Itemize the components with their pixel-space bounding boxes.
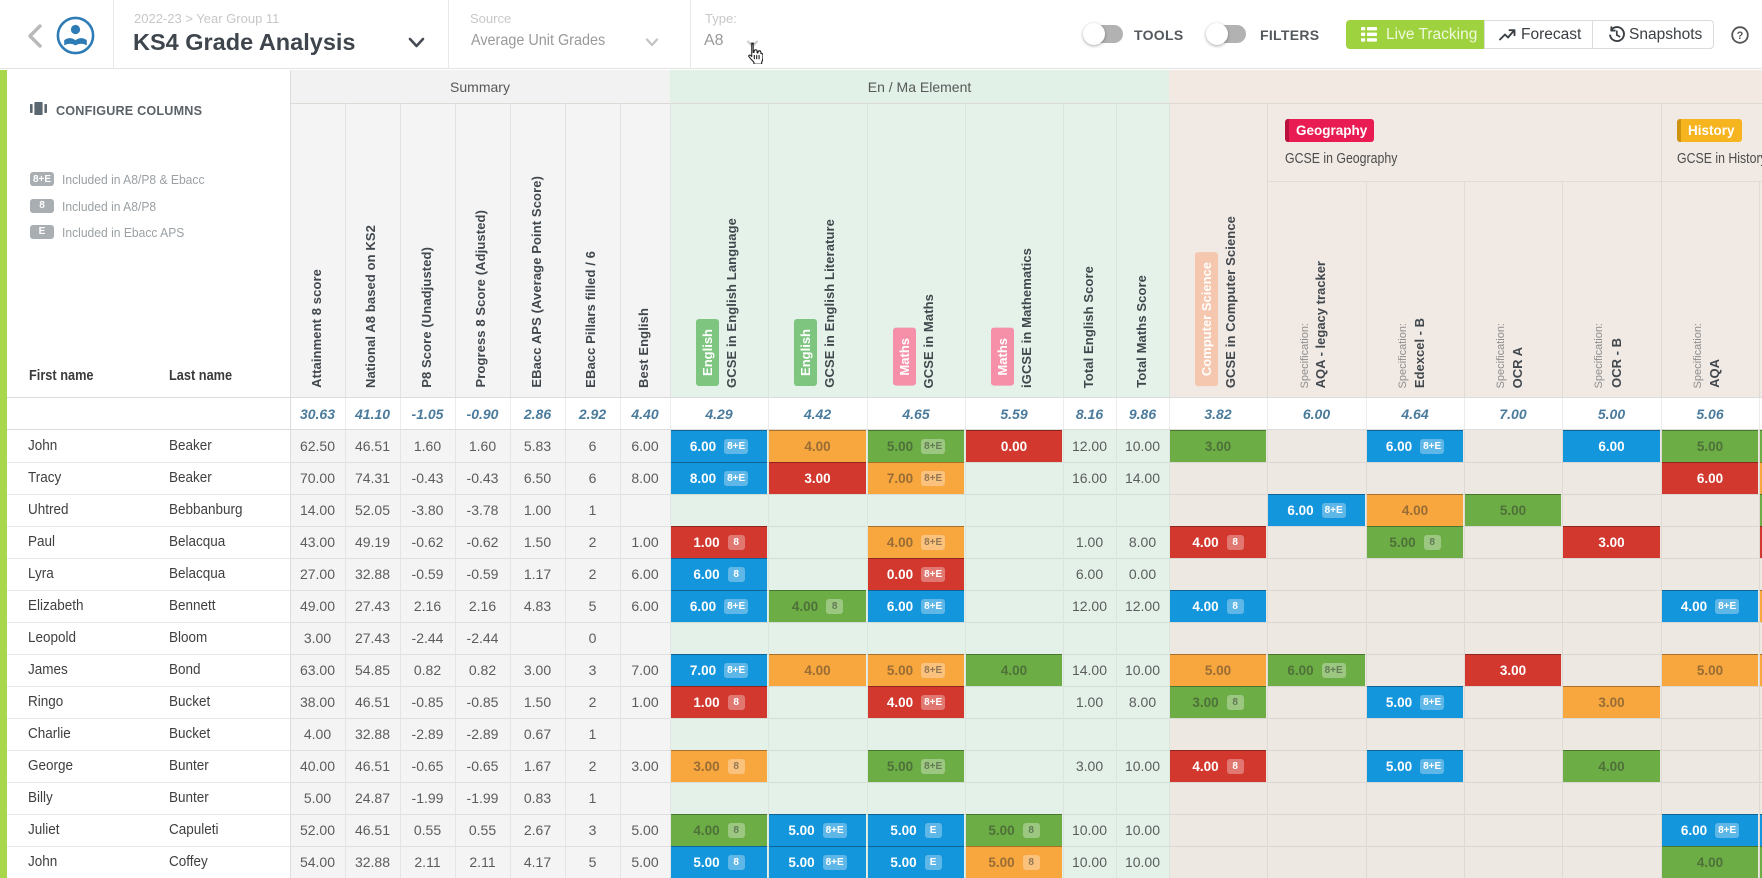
svg-text:?: ? <box>1737 30 1744 42</box>
